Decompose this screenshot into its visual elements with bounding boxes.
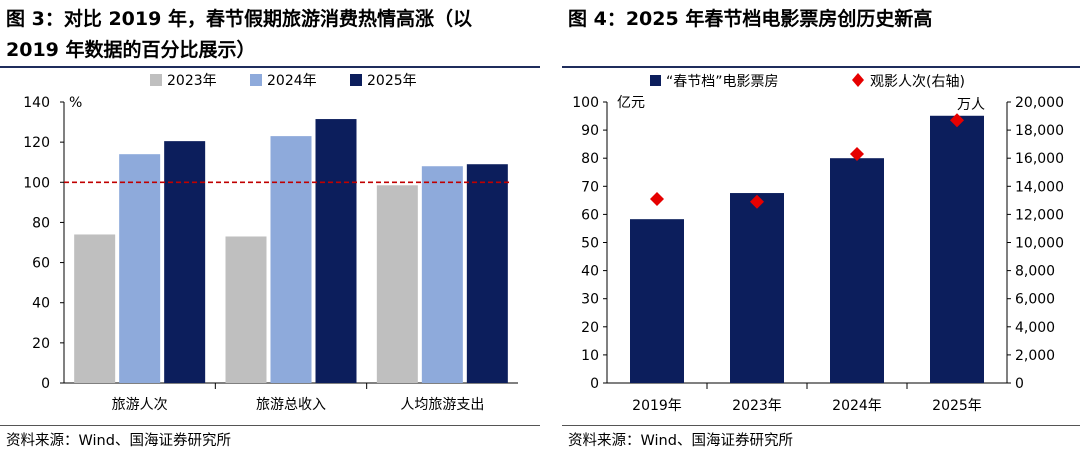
x-category-label-1: 2023年 <box>732 398 782 414</box>
y2-tick-label-8: 16,000 <box>1015 151 1064 167</box>
x-category-label-0: 2019年 <box>632 398 682 414</box>
y2-tick-label-1: 2,000 <box>1015 348 1055 364</box>
x-category-label-1: 旅游总收入 <box>256 397 326 413</box>
legend-label-audience: 观影人次(右轴) <box>870 74 965 90</box>
y2-tick-label-6: 12,000 <box>1015 207 1064 223</box>
bar-0-0 <box>74 234 116 383</box>
y-tick-label-9: 90 <box>581 123 599 139</box>
x-category-label-3: 2025年 <box>932 398 982 414</box>
bar-2-2 <box>466 164 508 383</box>
marker-audience-2 <box>850 146 864 161</box>
x-category-label-0: 旅游人次 <box>112 397 168 413</box>
y-tick-label-3: 60 <box>32 256 50 272</box>
y-tick-label-10: 100 <box>572 95 599 111</box>
legend-swatch-0 <box>150 74 162 86</box>
y2-unit-label: 万人 <box>957 97 985 113</box>
y-unit-label: % <box>69 95 82 111</box>
y2-tick-label-3: 6,000 <box>1015 292 1055 308</box>
marker-audience-3 <box>950 113 964 128</box>
y-tick-label-5: 50 <box>581 236 599 252</box>
bar-0-2 <box>164 141 206 383</box>
y-tick-label-7: 70 <box>581 179 599 195</box>
bar-box-office-1 <box>730 193 784 383</box>
legend-swatch-1 <box>250 74 262 86</box>
left-figure-panel: 图 3：对比 2019 年，春节假期旅游消费热情高涨（以 2019 年数据的百分… <box>0 8 540 449</box>
bar-1-0 <box>225 236 267 383</box>
left-top-rule <box>0 66 540 68</box>
left-bottom-rule <box>0 425 540 426</box>
bar-box-office-0 <box>630 219 684 383</box>
legend-swatch-audience <box>852 73 864 87</box>
legend-label-0: 2023年 <box>167 73 217 89</box>
bar-box-office-3 <box>930 115 984 384</box>
bar-2-1 <box>421 166 463 383</box>
right-source-note: 资料来源：Wind、国海证券研究所 <box>568 433 793 449</box>
right-bottom-rule <box>562 425 1080 426</box>
y-tick-label-6: 60 <box>581 207 599 223</box>
left-chart-svg: 2023年 2024年 2025年 0 20 40 60 80 100 120 140 % 旅游人次 旅游… <box>23 73 518 413</box>
x-category-label-2: 2024年 <box>832 398 882 414</box>
y2-tick-label-10: 20,000 <box>1015 95 1064 111</box>
y-tick-label-1: 10 <box>581 348 599 364</box>
right-figure-title: 图 4：2025 年春节档电影票房创历史新高 <box>568 8 933 30</box>
bar-box-office-2 <box>830 158 884 383</box>
y-tick-label-4: 40 <box>581 264 599 280</box>
marker-audience-0 <box>650 191 664 206</box>
bar-1-1 <box>270 136 312 383</box>
y-tick-label-7: 140 <box>23 95 50 111</box>
bar-0-1 <box>119 154 161 383</box>
y-tick-label-2: 40 <box>32 296 50 312</box>
y-tick-label-4: 80 <box>32 215 50 231</box>
bar-1-2 <box>315 119 357 383</box>
right-figure-panel: 图 4：2025 年春节档电影票房创历史新高 “春节档”电影票房 观影人次(右轴)… <box>562 0 1080 453</box>
y-tick-label-2: 20 <box>581 320 599 336</box>
legend-swatch-2 <box>350 74 362 86</box>
legend-swatch-box-office <box>650 75 661 86</box>
y2-tick-label-9: 18,000 <box>1015 123 1064 139</box>
y-unit-label: 亿元 <box>617 95 645 111</box>
y-tick-label-6: 120 <box>23 135 50 151</box>
right-chart-svg: “春节档”电影票房 观影人次(右轴) 0 10 20 30 40 50 60 70 80 90 100 0… <box>572 73 1064 414</box>
right-top-rule <box>562 66 1080 68</box>
y2-tick-label-2: 4,000 <box>1015 320 1055 336</box>
y-tick-label-1: 20 <box>32 336 50 352</box>
left-figure-title: 图 3：对比 2019 年，春节假期旅游消费热情高涨（以 2019 年数据的百分… <box>6 8 472 61</box>
x-category-label-2: 人均旅游支出 <box>400 397 484 413</box>
y2-tick-label-0: 0 <box>1015 376 1024 392</box>
left-source-note: 资料来源：Wind、国海证券研究所 <box>6 433 231 449</box>
y-tick-label-5: 100 <box>23 175 50 191</box>
y-tick-label-8: 80 <box>581 151 599 167</box>
legend-label-box-office: “春节档”电影票房 <box>666 74 779 90</box>
legend-label-1: 2024年 <box>267 73 317 89</box>
marker-audience-1 <box>750 194 764 209</box>
bar-2-0 <box>376 185 418 383</box>
y2-tick-label-4: 8,000 <box>1015 264 1055 280</box>
legend-label-2: 2025年 <box>367 73 417 89</box>
y2-tick-label-7: 14,000 <box>1015 179 1064 195</box>
y2-tick-label-5: 10,000 <box>1015 236 1064 252</box>
y-tick-label-3: 30 <box>581 292 599 308</box>
y-tick-label-0: 0 <box>590 376 599 392</box>
y-tick-label-0: 0 <box>41 376 50 392</box>
